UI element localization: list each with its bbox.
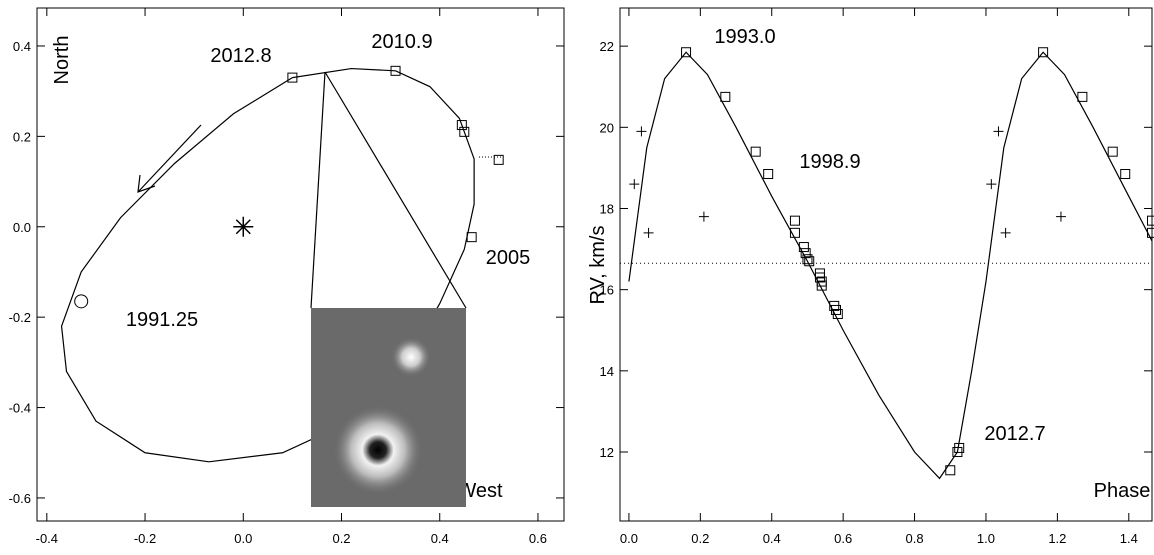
- y-tick-label: 20: [600, 120, 614, 135]
- y-tick-label: -0.2: [9, 310, 31, 325]
- x-tick-label: -0.2: [134, 531, 156, 546]
- square-point: [790, 216, 799, 225]
- annotation: 2012.7: [984, 423, 1045, 445]
- x-tick-label: 0.6: [834, 531, 852, 546]
- plus-point: [636, 126, 646, 136]
- x-tick-label: -0.4: [36, 531, 58, 546]
- y-axis-label: North: [51, 36, 73, 85]
- y-tick-label: 14: [600, 364, 614, 379]
- x-tick-label: 0.8: [906, 531, 924, 546]
- plus-point: [1001, 228, 1011, 238]
- y-tick-label: -0.4: [9, 401, 31, 416]
- model-curve: [629, 52, 1152, 478]
- annotation: 1993.0: [714, 26, 775, 48]
- arrow-shaft: [138, 125, 201, 192]
- annotation: 2005: [486, 247, 531, 269]
- annotation: 2012.8: [210, 45, 271, 67]
- plots: -0.4 -0.2 0.0 0.2 0.4 0.6 -0.6 -0.4 -0.2 0.0 0.2 0.…: [9, 8, 1154, 546]
- motion-arrow: [138, 125, 201, 192]
- annotation: 1998.9: [799, 151, 860, 173]
- x-tick-label: 0.0: [620, 531, 638, 546]
- square-point: [1148, 216, 1154, 225]
- y-tick-label: 0.2: [13, 129, 31, 144]
- x-axis-label: Phase: [1094, 480, 1151, 502]
- y-tick-label: 22: [600, 39, 614, 54]
- square-point: [1078, 92, 1087, 101]
- square-point: [1108, 147, 1117, 156]
- asterisk-point: [233, 217, 253, 237]
- x-tick-label: 0.4: [431, 531, 449, 546]
- x-tick-label: 0.2: [332, 531, 350, 546]
- x-tick-label: 0.6: [529, 531, 547, 546]
- x-tick-label: 1.2: [1048, 531, 1066, 546]
- plus-point: [644, 228, 654, 238]
- inset-connector: [311, 72, 325, 308]
- square-point: [721, 92, 730, 101]
- plot-frame: [620, 8, 1152, 521]
- plus-point: [629, 179, 639, 189]
- inset-connector: [325, 72, 466, 308]
- y-tick-label: 12: [600, 445, 614, 460]
- plus-point: [986, 179, 996, 189]
- inset: [311, 72, 466, 507]
- annotation: 1991.25: [126, 309, 198, 331]
- x-tick-label: 0.4: [763, 531, 781, 546]
- y-axis-label: RV, km/s: [587, 226, 609, 305]
- x-tick-label: 1.4: [1120, 531, 1138, 546]
- y-tick-label: -0.6: [9, 491, 31, 506]
- secondary-star: [391, 337, 431, 377]
- y-tick-label: 0.4: [13, 39, 31, 54]
- x-tick-label: 0.0: [234, 531, 252, 546]
- y-tick-label: 18: [600, 201, 614, 216]
- square-point: [467, 233, 476, 242]
- primary-star: [333, 405, 423, 495]
- circle-point: [75, 295, 88, 308]
- plus-point: [699, 212, 709, 222]
- plus-point: [993, 126, 1003, 136]
- square-point: [1121, 169, 1130, 178]
- y-tick-label: 0.0: [13, 220, 31, 235]
- square-point: [494, 155, 503, 164]
- plus-point: [1056, 212, 1066, 222]
- square-point: [751, 147, 760, 156]
- square-point: [764, 169, 773, 178]
- x-tick-label: 0.2: [691, 531, 709, 546]
- x-tick-label: 1.0: [977, 531, 995, 546]
- annotation: 2010.9: [371, 31, 432, 53]
- square-point: [1148, 228, 1154, 237]
